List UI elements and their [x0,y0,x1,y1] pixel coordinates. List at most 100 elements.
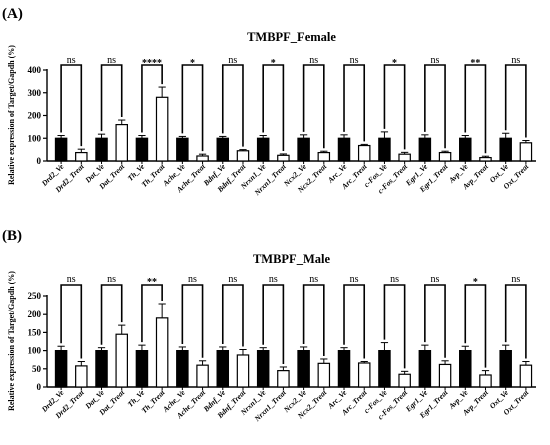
bar-oxt_ve [499,137,512,162]
bar-oxt_ve [499,350,512,388]
bar-nrxn1_treat [277,154,290,162]
significance-bracket [383,64,406,150]
y-tick-label: 100 [28,133,42,143]
bar-drd2_ve [54,350,68,388]
significance-label: ns [350,55,359,66]
chart-panel-b: (B) TMBPF_Male Relative expression of Targ… [2,228,536,424]
bar-bdnf_treat [236,150,250,162]
bar-egr1_ve [418,350,432,388]
significance-label: ns [511,55,520,66]
y-tick-label: 200 [28,309,42,319]
chart-title: TMBPF_Male [253,252,331,266]
significance-bracket [262,64,285,151]
significance-bracket [60,64,83,147]
bar-dat_ve [95,137,108,162]
y-tick-label: 50 [32,364,42,374]
bar-avp_treat [479,156,492,162]
significance-bracket [302,284,325,356]
bar-ncx2_ve [297,350,310,388]
bar-oxt_treat [519,364,533,388]
significance-label: ** [147,277,157,288]
bar-drd2_treat [75,151,88,162]
bar-nrxn1_treat [277,370,290,388]
significance-bracket [60,284,83,359]
chart-title: TMBPF_Female [247,30,336,44]
y-tick-label: 0 [37,156,42,166]
y-tick-label: 150 [28,327,42,337]
significance-bracket [141,64,163,133]
category-label: Th_Treat [140,161,168,189]
significance-label: ns [269,274,278,285]
significance-bracket [504,284,527,359]
significance-bracket [424,64,446,149]
bar-ache_ve [176,137,189,162]
panel-label: (A) [2,6,23,22]
significance-label: ns [309,55,318,66]
bar-c-fos_treat [398,373,411,388]
significance-bracket [141,284,163,343]
y-tick-label: 0 [37,382,42,392]
significance-bracket [262,284,285,364]
bar-ncx2_treat [317,151,331,162]
bar-bdnf_ve [216,350,230,388]
significance-bracket [302,64,325,149]
significance-bracket [100,64,123,132]
significance-bracket [221,64,244,147]
y-tick-label: 300 [28,88,42,98]
bar-drd2_ve [54,137,68,162]
bar-c-fos_ve [378,350,391,388]
significance-label: ns [511,274,520,285]
significance-bracket [504,64,527,138]
significance-label: ns [350,274,359,285]
significance-bracket [424,284,446,358]
bar-c-fos_ve [378,137,391,162]
significance-label: ns [188,274,197,285]
bar-nrxn1_ve [256,137,270,162]
category-label: Th_Treat [140,387,168,415]
chart-panel-a: (A) TMBPF_Female Relative expression of Ta… [2,6,536,198]
bar-egr1_ve [418,137,432,162]
significance-label: ns [67,55,76,66]
bar-ache_treat [196,155,209,162]
significance-bracket [343,64,366,142]
significance-label: ns [228,274,237,285]
bar-arc_treat [357,362,371,388]
significance-label: ns [431,274,440,285]
bar-oxt_treat [519,142,533,162]
bar-th_ve [135,350,149,388]
bar-egr1_treat [438,151,452,162]
significance-label: ns [107,55,116,66]
significance-label: * [473,277,478,288]
y-tick-label: 250 [28,291,42,301]
significance-bracket [221,284,244,347]
significance-bracket [181,284,204,358]
bar-bdnf_treat [236,354,250,388]
panel-label: (B) [2,228,22,244]
y-tick-label: 200 [28,111,42,121]
significance-bracket [100,284,123,345]
y-axis-label: Relative expression of Target/Gapdh (%) [7,271,16,411]
significance-bracket [181,64,204,152]
significance-label: ns [431,55,440,66]
bar-avp_ve [459,350,472,388]
bar-ache_treat [196,364,209,388]
significance-bracket [343,284,366,359]
y-tick-label: 400 [28,65,42,75]
y-tick-label: 100 [28,346,42,356]
significance-label: ns [67,274,76,285]
bar-dat_ve [95,350,108,388]
bar-th_ve [135,137,149,162]
significance-label: * [392,58,397,69]
bar-dat_treat [115,123,128,162]
significance-label: ** [470,58,480,69]
significance-bracket [383,284,406,369]
significance-label: ns [309,274,318,285]
bar-ncx2_ve [297,137,310,162]
significance-label: ns [107,274,116,285]
bar-th_treat [155,96,169,162]
bar-c-fos_treat [398,153,411,162]
y-axis-label: Relative expression of Target/Gapdh (%) [7,45,16,185]
significance-label: **** [142,58,162,69]
bar-dat_treat [115,333,128,388]
